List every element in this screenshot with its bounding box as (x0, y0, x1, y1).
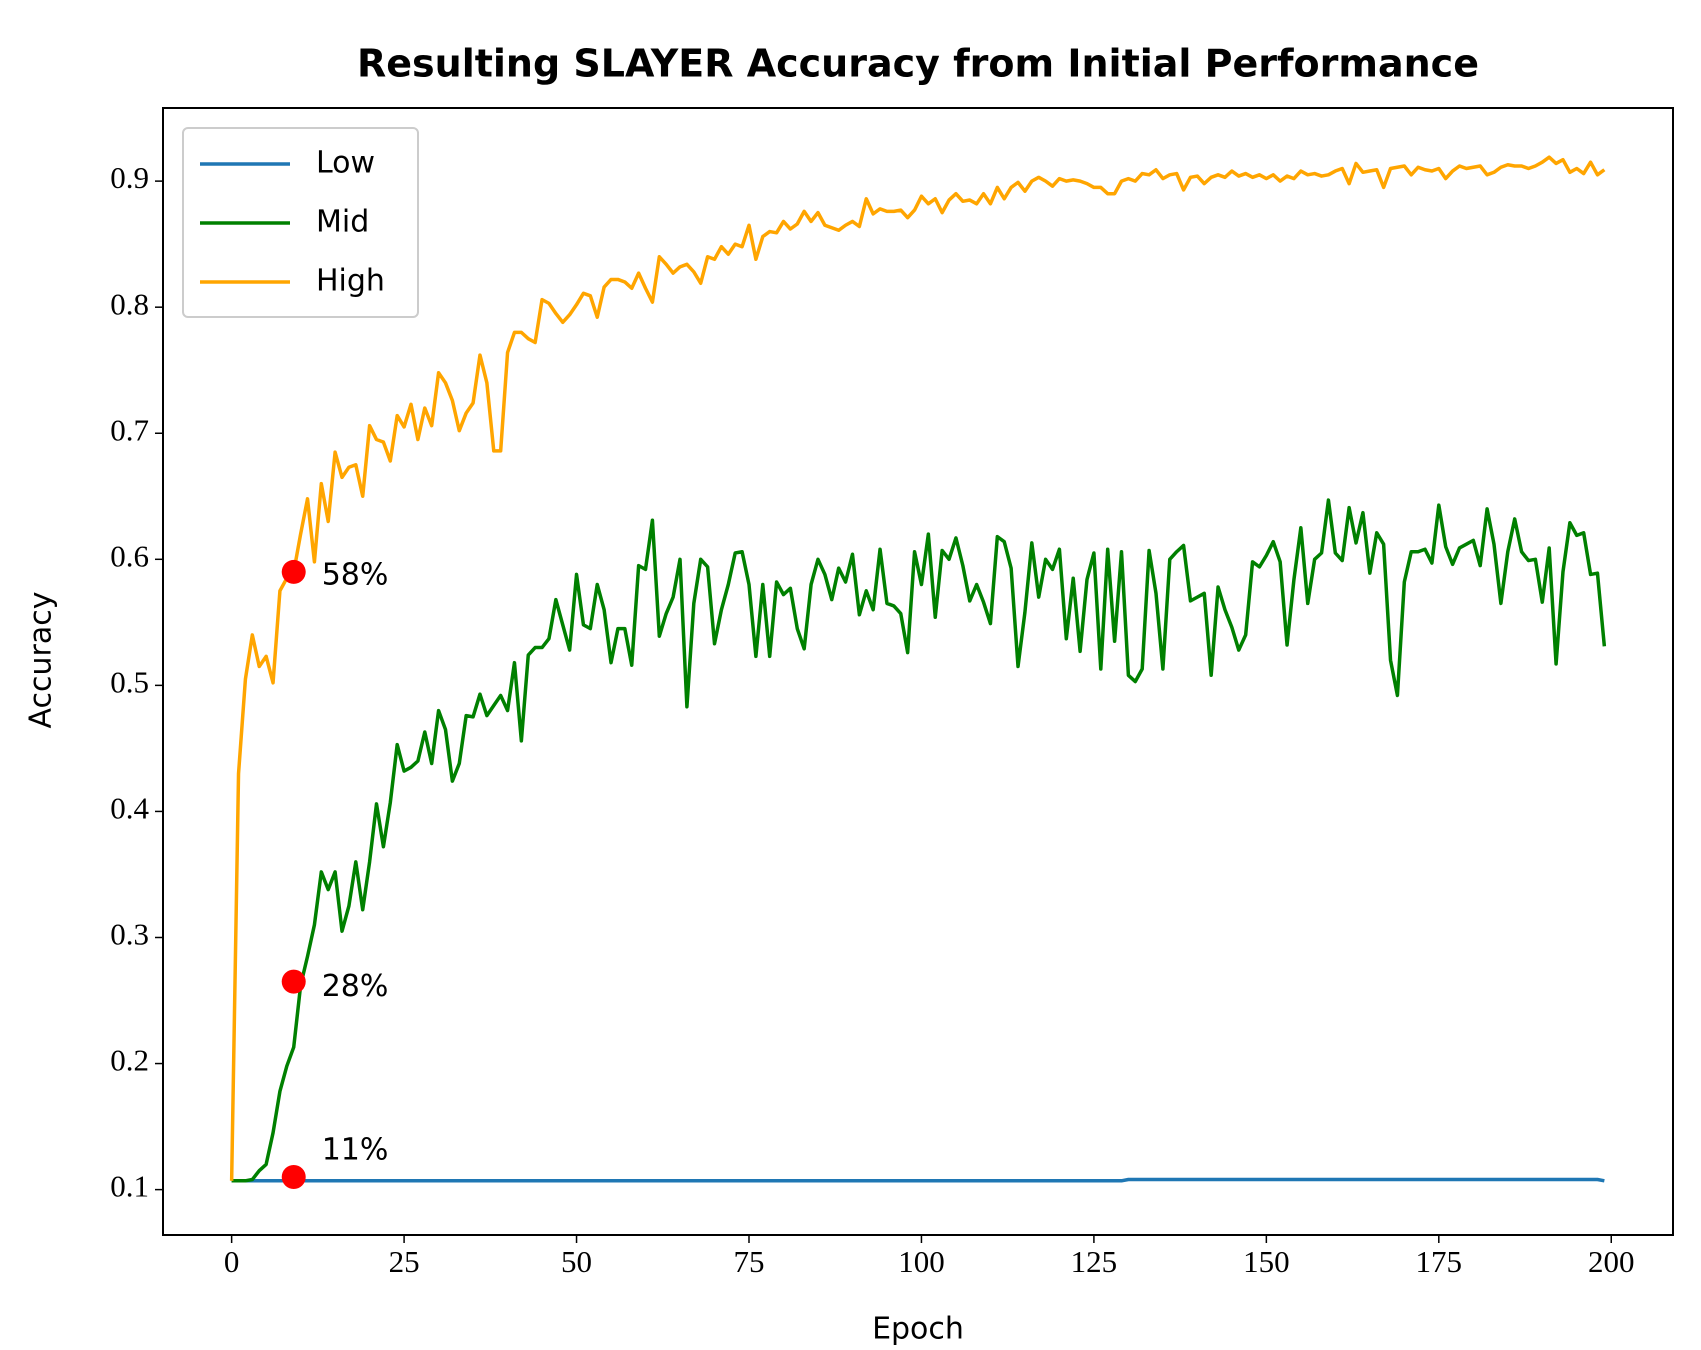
legend-label: Mid (316, 205, 369, 240)
x-tick-label: 150 (1243, 1244, 1290, 1279)
y-tick-label: 0.3 (110, 917, 149, 952)
x-tick-label: 0 (224, 1244, 240, 1279)
y-tick-label: 0.4 (110, 791, 149, 826)
series-line (231, 1177, 1605, 1183)
y-tick-label: 0.6 (110, 538, 149, 573)
chart-title: Resulting SLAYER Accuracy from Initial P… (357, 42, 1479, 86)
x-tick-label: 125 (1071, 1244, 1118, 1279)
y-tick-label: 0.5 (110, 664, 149, 699)
x-tick-label: 50 (561, 1244, 592, 1279)
y-tick-label: 0.8 (110, 286, 149, 321)
x-tick-label: 75 (733, 1244, 764, 1279)
x-axis-label: Epoch (872, 1312, 964, 1347)
x-tick-label: 200 (1588, 1244, 1635, 1279)
plot-frame (162, 107, 1674, 1236)
y-tick-label: 0.9 (110, 160, 149, 195)
y-axis-label: Accuracy (24, 592, 59, 729)
y-tick-label: 0.2 (110, 1043, 149, 1078)
legend-label: Low (316, 146, 375, 181)
legend-label: High (316, 264, 385, 299)
legend: Low Mid High (182, 127, 419, 318)
annotation: 11% (322, 1133, 389, 1168)
annotation: 28% (322, 969, 389, 1004)
series-line (231, 498, 1607, 1183)
annotation: 58% (322, 557, 389, 592)
x-tick-label: 100 (898, 1244, 945, 1279)
marker (281, 559, 306, 584)
marker (281, 1165, 306, 1190)
x-tick-label: 25 (389, 1244, 420, 1279)
y-tick-label: 0.7 (110, 412, 149, 447)
x-tick-label: 175 (1416, 1244, 1463, 1279)
marker (281, 969, 306, 994)
y-tick-label: 0.1 (110, 1169, 149, 1204)
series-line (229, 155, 1606, 1181)
legend-box (182, 127, 419, 318)
